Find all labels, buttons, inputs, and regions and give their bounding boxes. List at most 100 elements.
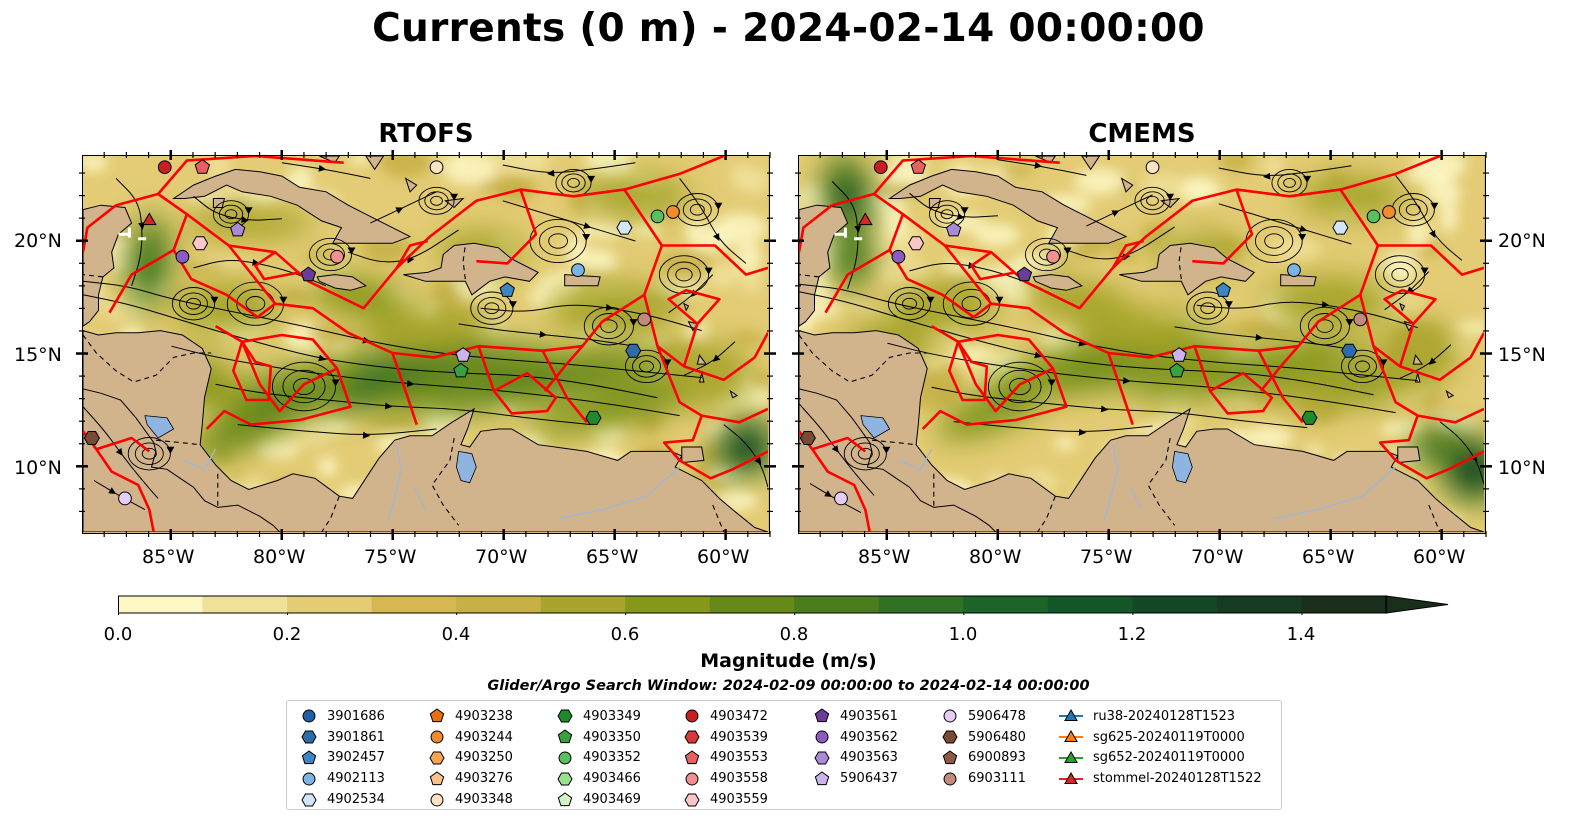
eez-line xyxy=(1359,294,1484,382)
legend-item: 5906478 xyxy=(942,706,1026,727)
legend-label: 4903238 xyxy=(455,708,513,724)
streamline-arrow xyxy=(1420,267,1429,275)
streamline-arrow xyxy=(926,296,935,304)
eddy-streamline xyxy=(218,204,244,224)
eez-line xyxy=(477,345,558,415)
float-marker xyxy=(1287,263,1301,278)
lake xyxy=(455,450,477,484)
eez-line xyxy=(1378,415,1484,480)
x-tick-label-right: 75°W xyxy=(1080,546,1133,568)
legend-item: 4903561 xyxy=(814,706,898,727)
float-marker xyxy=(1016,266,1033,282)
float-marker xyxy=(1382,205,1396,219)
eez-boundaries xyxy=(83,156,768,532)
streamline xyxy=(502,162,636,173)
legend-marker xyxy=(684,750,700,765)
float-marker xyxy=(637,312,652,327)
float-marker xyxy=(799,431,816,445)
float-markers[interactable] xyxy=(799,159,1396,506)
x-tick-label-right: 70°W xyxy=(1191,546,1244,568)
eez-line xyxy=(395,239,429,269)
map-panel-rtofs[interactable] xyxy=(82,155,770,534)
streamline-arrow xyxy=(1078,428,1087,436)
eddy-streamline xyxy=(1277,173,1302,193)
float-marker xyxy=(616,220,633,235)
streamline-arrow xyxy=(362,431,371,439)
eddy-streamline xyxy=(308,237,353,272)
colorbar-segment xyxy=(540,596,626,613)
legend-marker-icon xyxy=(557,791,573,806)
eez-line xyxy=(157,156,344,195)
float-markers[interactable] xyxy=(83,159,680,506)
streamline xyxy=(668,274,714,314)
legend-column: 4903472 4903539 4903553 4903558 4903559 xyxy=(684,706,768,810)
legend-marker xyxy=(942,730,958,744)
land-bahamas3 xyxy=(404,177,418,193)
x-tick-label-left: 65°W xyxy=(586,546,639,568)
legend-label: 4903352 xyxy=(583,750,641,766)
streamline-arrow xyxy=(547,169,555,177)
eddy-streamline xyxy=(998,369,1042,404)
country-border xyxy=(1178,245,1182,280)
legend-marker xyxy=(429,771,445,785)
float-marker xyxy=(118,491,132,506)
country-border xyxy=(1147,437,1176,526)
legend-item: 4903562 xyxy=(814,727,898,748)
legend-marker xyxy=(558,751,572,765)
legend-label: sg625-20240119T0000 xyxy=(1093,729,1245,745)
eddy-streamline xyxy=(186,297,201,310)
legend-marker-icon xyxy=(814,708,830,723)
legend-marker-icon xyxy=(684,793,700,807)
float-marker xyxy=(194,159,211,174)
float-marker xyxy=(429,160,444,175)
eddy-streamline xyxy=(1146,195,1159,206)
float-marker xyxy=(1215,282,1231,297)
streamline xyxy=(831,181,859,289)
country-border xyxy=(712,504,725,532)
eez-line xyxy=(873,156,1060,195)
legend-marker-icon xyxy=(1059,792,1075,808)
legend-item: 4903238 xyxy=(429,706,513,727)
country-border xyxy=(871,439,917,446)
legend-marker-icon xyxy=(429,771,445,785)
legend-title: Glider/Argo Search Window: 2024-02-09 00… xyxy=(487,678,1090,694)
legend-label: 4903539 xyxy=(710,729,768,745)
legend-marker-icon xyxy=(557,772,573,786)
x-tick-label-right: 80°W xyxy=(969,546,1022,568)
legend-label: 4903558 xyxy=(710,771,768,787)
eez-boundaries xyxy=(799,156,1484,532)
lake xyxy=(1171,450,1193,484)
country-border xyxy=(83,334,212,383)
legend-marker xyxy=(942,750,958,765)
legend-marker-icon xyxy=(429,708,445,723)
map-panel-cmems[interactable] xyxy=(798,155,1486,534)
land-isla_juventud xyxy=(212,198,226,208)
legend-marker-icon xyxy=(814,771,830,785)
land-puertorico xyxy=(1280,274,1317,287)
colorbar-outline xyxy=(118,595,1387,614)
streamline-arrow xyxy=(241,216,249,223)
legend-marker-icon xyxy=(815,730,829,744)
streamline-arrow xyxy=(508,301,517,309)
eddy-streamline xyxy=(689,203,705,216)
x-tick-label-right: 85°W xyxy=(858,546,911,568)
eddy-streamline xyxy=(1254,226,1294,256)
eddy-streamline xyxy=(1383,261,1417,288)
eez-line xyxy=(1383,289,1437,367)
streamline xyxy=(115,178,143,286)
float-marker xyxy=(666,205,680,219)
x-tick-label-left: 75°W xyxy=(364,546,417,568)
land-lesser4 xyxy=(1414,372,1421,383)
streamline-arrow xyxy=(406,380,415,387)
eddy-streamline xyxy=(1398,198,1428,221)
legend-marker xyxy=(684,793,700,807)
legend-item: 4902113 xyxy=(301,768,385,789)
land-barbados xyxy=(729,389,739,399)
float-marker xyxy=(1169,362,1185,378)
x-tick-label-left: 85°W xyxy=(142,546,195,568)
eddy-streamline xyxy=(1140,191,1165,211)
eddy-streamline xyxy=(171,287,216,321)
float-marker xyxy=(453,362,469,378)
streamline xyxy=(1399,344,1452,379)
streamline xyxy=(1395,175,1463,261)
